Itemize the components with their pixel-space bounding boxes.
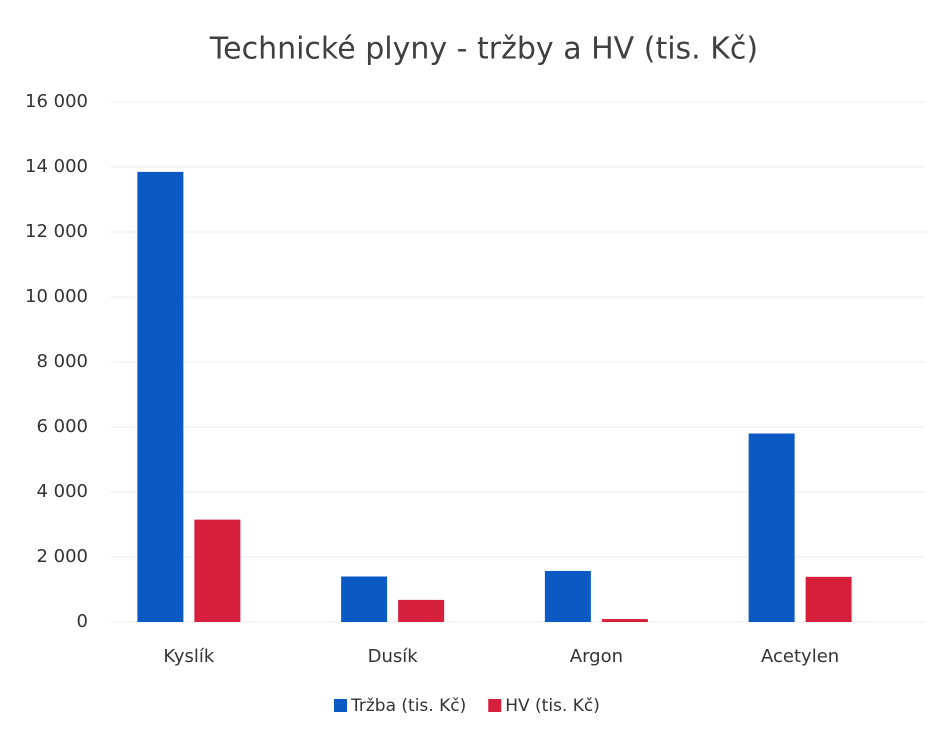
x-tick-label: Dusík bbox=[368, 646, 419, 667]
bar bbox=[544, 570, 591, 622]
y-tick-label: 12 000 bbox=[25, 221, 88, 242]
bar bbox=[398, 599, 445, 622]
legend-label: HV (tis. Kč) bbox=[505, 696, 600, 716]
x-tick-label: Argon bbox=[570, 646, 623, 667]
y-tick-label: 14 000 bbox=[25, 156, 88, 177]
bar bbox=[601, 619, 648, 622]
bar bbox=[748, 433, 795, 622]
chart-title: Technické plyny - tržby a HV (tis. Kč) bbox=[209, 32, 758, 67]
y-tick-label: 0 bbox=[77, 611, 88, 632]
y-tick-label: 10 000 bbox=[25, 286, 88, 307]
y-tick-label: 2 000 bbox=[36, 546, 88, 567]
bar bbox=[194, 519, 241, 622]
bar bbox=[805, 576, 852, 622]
legend-swatch bbox=[488, 699, 502, 712]
legend-swatch bbox=[334, 699, 347, 712]
y-tick-label: 4 000 bbox=[36, 481, 88, 502]
y-tick-label: 6 000 bbox=[36, 416, 88, 437]
x-tick-label: Kyslík bbox=[163, 646, 215, 667]
y-tick-label: 8 000 bbox=[36, 351, 88, 372]
legend-label: Tržba (tis. Kč) bbox=[350, 696, 466, 716]
x-tick-label: Acetylen bbox=[761, 646, 839, 667]
bar bbox=[341, 576, 388, 622]
bar bbox=[137, 171, 184, 622]
y-tick-label: 16 000 bbox=[25, 91, 88, 112]
